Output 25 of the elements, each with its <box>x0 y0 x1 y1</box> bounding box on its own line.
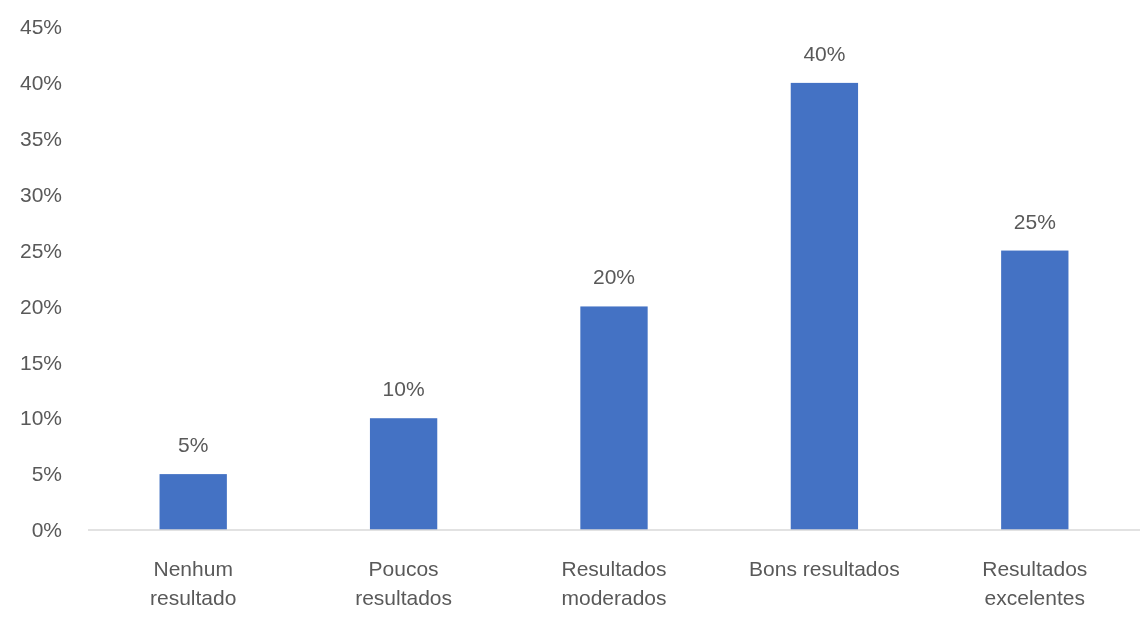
data-label: 20% <box>592 265 636 289</box>
x-tick-label: Resultados moderados <box>561 557 667 610</box>
bar <box>580 306 648 530</box>
x-tick-label: Bons resultados <box>749 557 900 580</box>
y-tick-label: 40% <box>19 71 62 95</box>
data-label: 10% <box>382 377 425 401</box>
y-tick-label: 5% <box>31 462 62 486</box>
y-tick-label: 0% <box>31 518 62 542</box>
y-tick-label: 25% <box>19 238 62 262</box>
x-tick-label: Resultados excelentes <box>982 557 1088 610</box>
y-tick-label: 20% <box>19 294 62 318</box>
y-tick-label: 15% <box>19 350 62 374</box>
data-label: 5% <box>178 433 209 457</box>
bar <box>159 474 227 530</box>
x-tick-label: Nenhum resultado <box>150 557 237 610</box>
bar <box>1001 250 1069 530</box>
x-tick-label: Poucos resultados <box>355 557 453 610</box>
y-tick-label: 10% <box>19 406 62 430</box>
data-label: 40% <box>803 41 846 65</box>
y-tick-label: 30% <box>19 182 62 206</box>
data-label: 25% <box>1013 209 1056 233</box>
bar <box>369 418 438 530</box>
bar <box>790 82 859 530</box>
y-tick-label: 35% <box>19 127 62 150</box>
y-tick-label: 45% <box>19 15 62 39</box>
